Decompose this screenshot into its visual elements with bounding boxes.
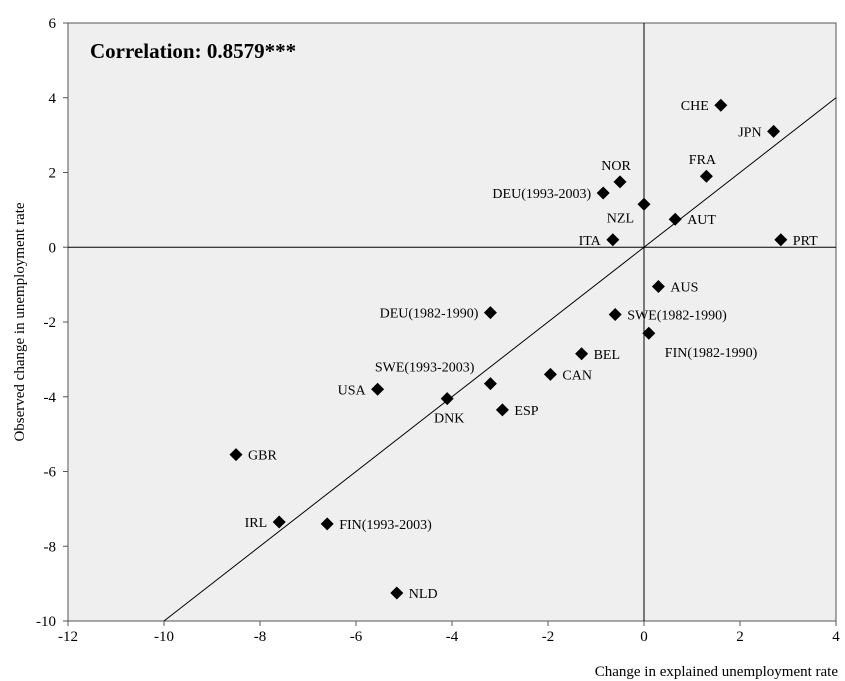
x-tick-label: -2 bbox=[542, 629, 555, 645]
point-label: SWE(1982-1990) bbox=[627, 309, 727, 324]
data-point-esp bbox=[495, 403, 509, 417]
data-point-aut bbox=[668, 212, 682, 226]
correlation-annotation: Correlation: 0.8579*** bbox=[90, 39, 296, 63]
point-label: SWE(1993-2003) bbox=[375, 361, 475, 376]
x-tick-label: 0 bbox=[640, 629, 648, 645]
data-point-bel bbox=[575, 347, 589, 361]
point-label: CAN bbox=[562, 368, 592, 383]
data-points bbox=[229, 98, 788, 600]
plot-area bbox=[67, 22, 837, 622]
data-point-fin-1982-1990 bbox=[642, 326, 656, 340]
x-tick-label: -6 bbox=[350, 629, 363, 645]
point-label: NZL bbox=[607, 211, 634, 226]
point-label: DEU(1993-2003) bbox=[492, 187, 591, 202]
point-label: FIN(1982-1990) bbox=[665, 346, 758, 361]
data-point-nzl bbox=[637, 197, 651, 211]
point-label: FIN(1993-2003) bbox=[339, 518, 432, 533]
point-label: AUS bbox=[670, 280, 698, 295]
x-axis-title: Change in explained unemployment rate bbox=[595, 664, 839, 680]
y-tick-label: -10 bbox=[36, 614, 56, 630]
x-tick-label: 4 bbox=[832, 629, 840, 645]
data-point-ita bbox=[606, 233, 620, 247]
y-tick-label: 4 bbox=[49, 91, 57, 107]
point-label: NOR bbox=[601, 159, 631, 174]
reference-line bbox=[163, 97, 837, 622]
data-point-dnk bbox=[440, 392, 454, 406]
point-labels: CHE JPN NOR FRA DEU(1993-2003) NZL AUT ITA PRT AU… bbox=[245, 99, 818, 602]
data-point-nld bbox=[390, 586, 404, 600]
data-point-deu-1993-2003 bbox=[596, 186, 610, 200]
point-label: NLD bbox=[409, 587, 438, 602]
x-tick-label: -12 bbox=[58, 629, 78, 645]
data-point-aus bbox=[651, 279, 665, 293]
data-point-fra bbox=[699, 169, 713, 183]
x-tick-label: -8 bbox=[254, 629, 267, 645]
point-label: ITA bbox=[579, 234, 602, 249]
data-point-prt bbox=[774, 233, 788, 247]
point-label: BEL bbox=[594, 348, 620, 363]
point-label: AUT bbox=[687, 213, 716, 228]
point-label: DNK bbox=[434, 412, 464, 427]
data-point-gbr bbox=[229, 448, 243, 462]
x-tick-label: -10 bbox=[154, 629, 174, 645]
point-label: DEU(1982-1990) bbox=[380, 307, 479, 322]
point-label: PRT bbox=[793, 234, 818, 249]
point-label: CHE bbox=[681, 99, 709, 114]
data-point-che bbox=[714, 98, 728, 112]
data-point-swe-1993-2003 bbox=[483, 377, 497, 391]
data-point-usa bbox=[371, 382, 385, 396]
y-tick-label: -6 bbox=[44, 465, 57, 481]
x-tick-label: 2 bbox=[736, 629, 744, 645]
point-label: ESP bbox=[514, 404, 538, 419]
data-point-can bbox=[543, 367, 557, 381]
data-point-fin-1993-2003 bbox=[320, 517, 334, 531]
y-tick-label: 2 bbox=[49, 166, 57, 182]
y-axis-title: Observed change in unemployment rate bbox=[12, 202, 28, 441]
y-tick-label: -2 bbox=[44, 315, 57, 331]
point-label: GBR bbox=[248, 449, 277, 464]
point-label: IRL bbox=[245, 516, 268, 531]
data-point-jpn bbox=[767, 124, 781, 138]
point-label: FRA bbox=[689, 153, 717, 168]
point-label: JPN bbox=[738, 125, 761, 140]
y-tick-label: 0 bbox=[49, 240, 57, 256]
data-point-swe-1982-1990 bbox=[608, 308, 622, 322]
y-tick-label: -4 bbox=[44, 390, 57, 406]
data-point-irl bbox=[272, 515, 286, 529]
y-tick-label: 6 bbox=[49, 16, 57, 32]
x-tick-label: -4 bbox=[446, 629, 459, 645]
y-tick-label: -8 bbox=[44, 539, 57, 555]
data-point-nor bbox=[613, 175, 627, 189]
point-label: USA bbox=[338, 383, 367, 398]
diagonal-45-line bbox=[163, 97, 837, 622]
data-point-deu-1982-1990 bbox=[483, 306, 497, 320]
